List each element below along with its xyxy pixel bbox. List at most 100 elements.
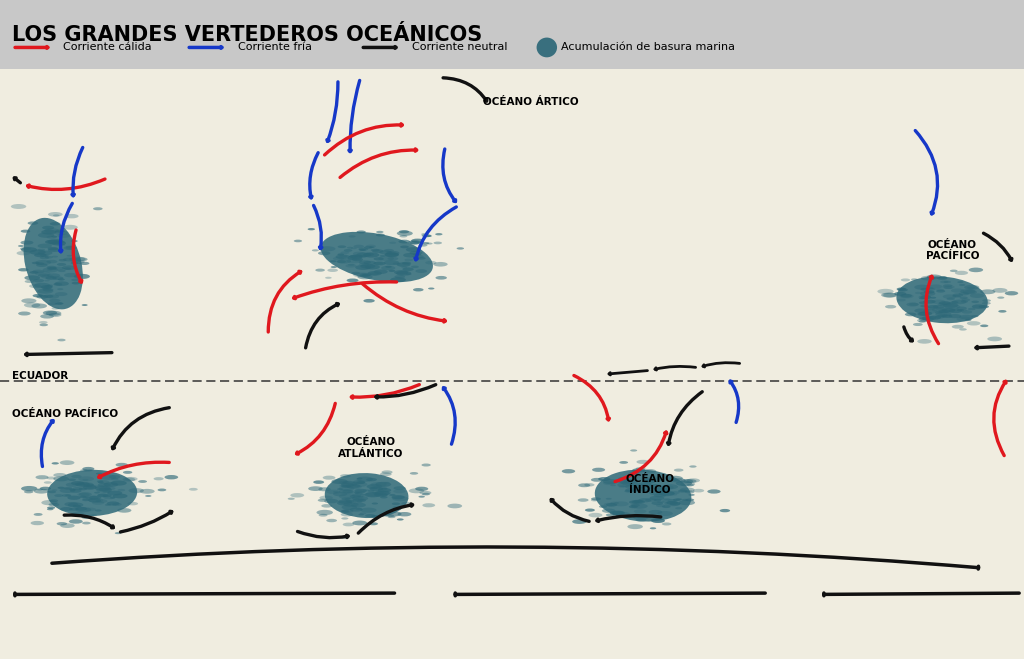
Ellipse shape <box>68 478 76 481</box>
Ellipse shape <box>971 315 978 318</box>
Ellipse shape <box>364 299 375 302</box>
Ellipse shape <box>40 254 49 257</box>
Ellipse shape <box>628 473 635 475</box>
Ellipse shape <box>75 507 91 512</box>
Ellipse shape <box>45 285 52 288</box>
Ellipse shape <box>112 503 122 506</box>
Ellipse shape <box>47 295 59 299</box>
Ellipse shape <box>40 314 54 318</box>
Ellipse shape <box>71 240 78 242</box>
Text: Acumulación de basura marina: Acumulación de basura marina <box>561 42 735 53</box>
Ellipse shape <box>49 500 58 502</box>
Ellipse shape <box>79 482 93 487</box>
Ellipse shape <box>656 504 666 507</box>
Ellipse shape <box>73 505 81 507</box>
Ellipse shape <box>82 467 94 471</box>
Ellipse shape <box>610 501 618 504</box>
Ellipse shape <box>347 484 361 489</box>
Ellipse shape <box>111 480 127 486</box>
Ellipse shape <box>663 492 675 495</box>
Ellipse shape <box>341 510 349 513</box>
Ellipse shape <box>88 498 101 503</box>
Ellipse shape <box>34 283 50 288</box>
Ellipse shape <box>115 532 121 534</box>
Ellipse shape <box>102 490 111 493</box>
Ellipse shape <box>346 279 358 282</box>
Ellipse shape <box>317 499 328 502</box>
Ellipse shape <box>77 493 89 497</box>
Ellipse shape <box>943 281 951 283</box>
Ellipse shape <box>94 486 111 491</box>
Ellipse shape <box>943 303 958 308</box>
Ellipse shape <box>657 488 671 492</box>
Ellipse shape <box>392 506 399 508</box>
Ellipse shape <box>693 489 705 492</box>
Ellipse shape <box>57 263 67 266</box>
Ellipse shape <box>348 235 355 238</box>
Ellipse shape <box>384 249 394 252</box>
Ellipse shape <box>32 303 47 308</box>
Ellipse shape <box>54 494 63 497</box>
Ellipse shape <box>372 503 378 505</box>
Ellipse shape <box>339 480 349 484</box>
Ellipse shape <box>385 511 401 517</box>
Text: LOS GRANDES VERTEDEROS OCEÁNICOS: LOS GRANDES VERTEDEROS OCEÁNICOS <box>12 25 482 45</box>
Ellipse shape <box>52 256 58 258</box>
Ellipse shape <box>31 521 44 525</box>
Ellipse shape <box>113 494 128 498</box>
Ellipse shape <box>350 495 360 498</box>
Ellipse shape <box>926 307 935 310</box>
Ellipse shape <box>366 244 376 248</box>
Ellipse shape <box>106 501 120 505</box>
Ellipse shape <box>351 494 361 497</box>
Ellipse shape <box>339 494 355 499</box>
Ellipse shape <box>585 509 595 511</box>
Ellipse shape <box>998 310 1007 312</box>
Ellipse shape <box>643 469 656 473</box>
Ellipse shape <box>61 266 76 270</box>
Ellipse shape <box>43 295 53 298</box>
Ellipse shape <box>51 489 57 491</box>
Ellipse shape <box>154 477 164 480</box>
Ellipse shape <box>97 481 103 483</box>
Ellipse shape <box>370 486 383 491</box>
Ellipse shape <box>936 289 944 291</box>
Ellipse shape <box>591 498 601 500</box>
Ellipse shape <box>353 254 364 258</box>
Ellipse shape <box>406 273 412 275</box>
Ellipse shape <box>896 277 988 323</box>
Ellipse shape <box>648 510 663 514</box>
Ellipse shape <box>79 488 87 490</box>
Ellipse shape <box>374 262 386 266</box>
Ellipse shape <box>347 258 354 260</box>
Ellipse shape <box>679 500 695 505</box>
Ellipse shape <box>63 268 72 270</box>
Ellipse shape <box>708 490 721 494</box>
Ellipse shape <box>919 317 934 322</box>
Ellipse shape <box>632 515 641 518</box>
Ellipse shape <box>965 285 979 290</box>
Ellipse shape <box>73 487 83 490</box>
Ellipse shape <box>52 276 63 280</box>
Ellipse shape <box>356 476 373 482</box>
Ellipse shape <box>165 475 178 479</box>
Ellipse shape <box>972 304 985 309</box>
Ellipse shape <box>610 484 616 486</box>
Ellipse shape <box>103 482 119 487</box>
Ellipse shape <box>325 499 338 503</box>
Ellipse shape <box>967 287 975 289</box>
Ellipse shape <box>20 247 37 252</box>
Ellipse shape <box>927 275 942 279</box>
Ellipse shape <box>606 503 617 507</box>
Ellipse shape <box>673 499 681 501</box>
Ellipse shape <box>374 262 383 265</box>
Ellipse shape <box>380 494 388 496</box>
Ellipse shape <box>675 507 682 509</box>
Ellipse shape <box>74 274 90 279</box>
Ellipse shape <box>662 523 672 525</box>
Ellipse shape <box>313 480 325 484</box>
Ellipse shape <box>374 270 388 274</box>
Ellipse shape <box>353 244 364 248</box>
Ellipse shape <box>426 235 432 237</box>
Ellipse shape <box>352 480 366 484</box>
